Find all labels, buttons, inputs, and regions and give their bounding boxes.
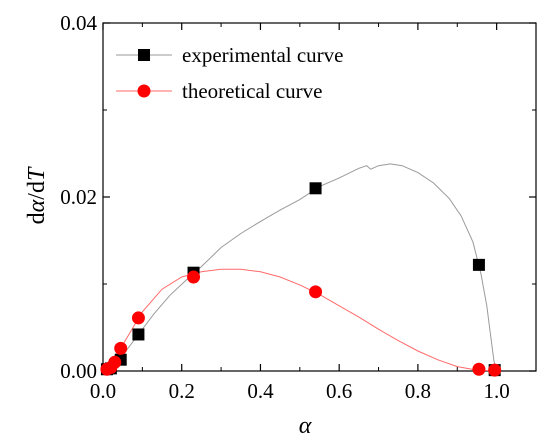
x-tick-label: 0.8 — [405, 379, 431, 403]
y-axis-title-t: T — [24, 166, 50, 181]
y-axis-title-alpha: α — [24, 199, 50, 212]
plot-series — [100, 163, 502, 377]
experimental-point — [132, 328, 145, 341]
y-axis-title-d: d — [24, 212, 50, 224]
theoretical-point — [309, 285, 323, 299]
theoretical-point — [114, 341, 128, 355]
y-tick-label: 0.04 — [60, 11, 97, 35]
ticks: 0.0 0.2 0.4 0.6 0.8 1.0 0.00 0.02 0.04 — [60, 11, 536, 403]
x-tick-label: 0.6 — [326, 379, 352, 403]
experimental-curve-line — [102, 163, 498, 372]
y-tick-label: 0.02 — [60, 185, 97, 209]
legend-label-experimental: experimental curve — [182, 43, 344, 67]
y-axis-title: dα/dT — [24, 166, 50, 224]
x-tick-label: 0.0 — [90, 379, 116, 403]
legend: experimental curve theoretical curve — [116, 43, 344, 103]
theoretical-curve-line — [102, 268, 497, 372]
x-axis-title: α — [299, 413, 312, 439]
legend-marker-theoretical — [137, 84, 151, 98]
legend-marker-experimental — [138, 49, 150, 61]
x-tick-label: 0.2 — [169, 379, 195, 403]
axes — [102, 22, 537, 372]
theoretical-point — [108, 355, 122, 369]
y-tick-label: 0.00 — [60, 359, 97, 383]
experimental-point — [309, 182, 322, 195]
legend-label-theoretical: theoretical curve — [182, 79, 323, 103]
plot-frame — [102, 22, 537, 372]
theoretical-point — [131, 311, 145, 325]
experimental-point — [472, 258, 485, 271]
theoretical-point — [187, 270, 201, 284]
x-tick-label: 0.4 — [247, 379, 274, 403]
x-tick-label: 1.0 — [484, 379, 510, 403]
theoretical-point — [488, 363, 502, 377]
y-axis-title-sep: /d — [24, 181, 50, 200]
theoretical-point — [472, 362, 486, 376]
